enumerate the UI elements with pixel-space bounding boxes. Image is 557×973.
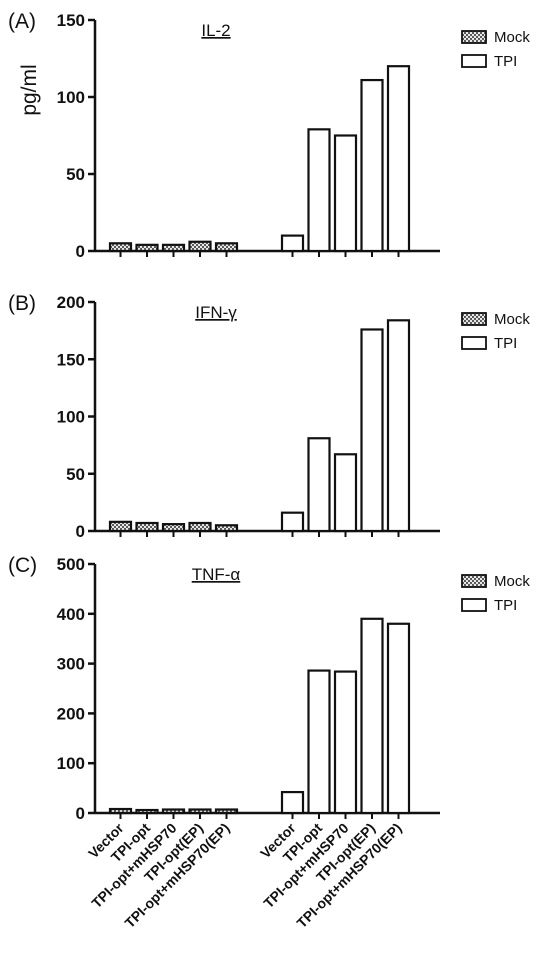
y-tick-label: 300 xyxy=(57,655,85,674)
tpi-bar xyxy=(280,790,305,815)
tpi-bar xyxy=(307,437,331,533)
legend-label-tpi: TPI xyxy=(494,335,517,352)
tpi-bar xyxy=(386,622,411,815)
y-tick-label: 100 xyxy=(57,88,85,107)
mock-bar xyxy=(188,808,212,815)
y-tick-label: 200 xyxy=(57,293,85,312)
mock-bar xyxy=(135,243,159,253)
chart-panel-3: (C) TNF-α 0 100 200 300 400 500 Mock TPI xyxy=(8,554,530,823)
mock-bar xyxy=(161,523,186,533)
legend-label-tpi: TPI xyxy=(494,597,517,614)
mock-bar xyxy=(108,242,133,253)
x-axis-category-labels: VectorTPI-optTPI-opt+mHSP70TPI-opt(EP)TP… xyxy=(85,819,405,931)
tpi-bar xyxy=(360,78,384,253)
legend-label-mock: Mock xyxy=(494,29,530,46)
legend-label-tpi: TPI xyxy=(494,53,517,70)
mock-bar xyxy=(108,807,133,815)
y-tick-label: 150 xyxy=(57,11,85,30)
y-tick-label: 0 xyxy=(76,804,85,823)
y-tick-label: 500 xyxy=(57,555,85,574)
tpi-bar xyxy=(333,134,358,253)
tpi-bar xyxy=(333,453,358,533)
mock-bar xyxy=(108,520,133,533)
chart-panel-1: (A) IL-2 0 50 100 150 pg/ml Mock TPI xyxy=(8,10,530,261)
y-tick-label: 0 xyxy=(76,522,85,541)
mock-bar xyxy=(188,240,212,253)
legend-swatch-mock xyxy=(461,30,487,44)
legend-swatch-mock xyxy=(461,574,487,588)
tpi-bar xyxy=(307,128,331,253)
legend-label-mock: Mock xyxy=(494,311,530,328)
mock-bar xyxy=(188,521,212,533)
mock-bar xyxy=(214,242,239,253)
tpi-bar xyxy=(386,319,411,533)
mock-bar xyxy=(214,808,239,815)
chart-panel-2: (B) IFN-γ 0 50 100 150 200 Mock TPI xyxy=(8,292,530,541)
mock-bar xyxy=(214,524,239,533)
mock-bar xyxy=(135,521,159,533)
tpi-bar xyxy=(333,670,358,815)
chart-title: TNF-α xyxy=(192,565,241,584)
legend-swatch-tpi xyxy=(461,336,487,350)
mock-bar xyxy=(135,808,159,815)
y-tick-label: 400 xyxy=(57,605,85,624)
panel-label: (B) xyxy=(8,292,36,315)
y-tick-label: 100 xyxy=(57,408,85,427)
legend-swatch-tpi xyxy=(461,54,487,68)
y-tick-label: 50 xyxy=(66,165,85,184)
mock-bar xyxy=(161,243,186,253)
y-tick-label: 0 xyxy=(76,242,85,261)
tpi-bar xyxy=(360,328,384,533)
mock-bar xyxy=(161,808,186,815)
tpi-bar xyxy=(280,234,305,253)
tpi-bar xyxy=(386,65,411,253)
chart-title: IFN-γ xyxy=(195,303,237,322)
y-tick-label: 50 xyxy=(66,465,85,484)
y-tick-label: 200 xyxy=(57,704,85,723)
panel-label: (C) xyxy=(8,554,37,577)
tpi-bar xyxy=(360,617,384,815)
y-tick-label: 100 xyxy=(57,754,85,773)
y-tick-label: 150 xyxy=(57,350,85,369)
panel-label: (A) xyxy=(8,10,36,33)
legend-label-mock: Mock xyxy=(494,573,530,590)
tpi-bar xyxy=(280,511,305,533)
tpi-bar xyxy=(307,669,331,815)
legend-swatch-mock xyxy=(461,312,487,326)
legend-swatch-tpi xyxy=(461,598,487,612)
y-axis-label: pg/ml xyxy=(18,64,41,115)
chart-title: IL-2 xyxy=(201,21,230,40)
